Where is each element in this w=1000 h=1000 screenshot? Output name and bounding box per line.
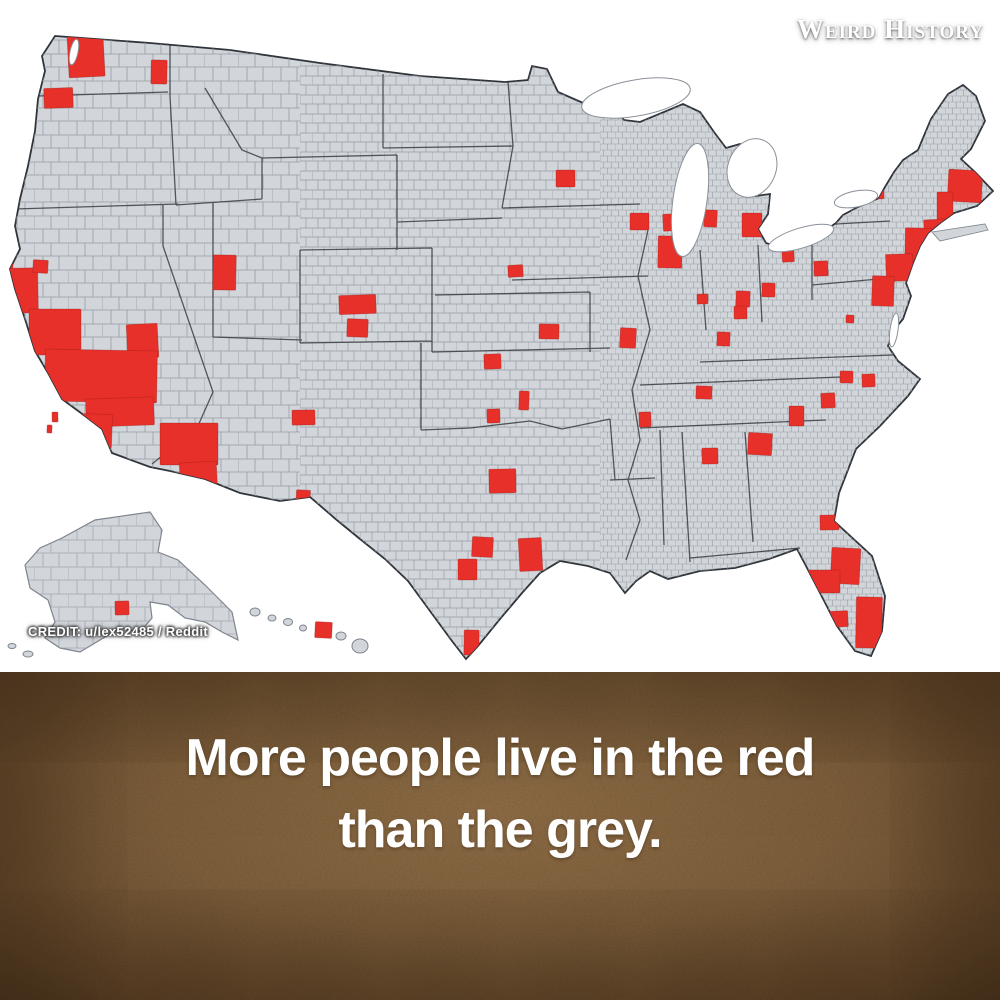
red-county-rio-grande-valley (463, 629, 480, 656)
red-county-tulsa (518, 390, 530, 411)
red-county-central-valley (28, 308, 82, 356)
puget-sound (68, 38, 80, 66)
red-county-sacramento (32, 259, 49, 274)
us-county-map-svg (7, 35, 995, 661)
red-county-pittsburgh (813, 260, 829, 277)
red-county-tucson (178, 460, 219, 495)
red-county-durham (861, 373, 876, 388)
red-county-kansas-city (538, 323, 560, 340)
red-county-birmingham (701, 447, 719, 465)
chesapeake-bay (888, 312, 900, 348)
red-county-anchorage (114, 600, 130, 616)
red-county-channel-islands-south (46, 424, 53, 434)
caption-line-1: More people live in the red (185, 729, 816, 787)
red-county-baltimore-washington (871, 275, 895, 307)
us-county-map: Weird History CREDIT: u/lex52485 / Reddi… (7, 14, 995, 661)
red-county-charlotte (820, 392, 836, 409)
lake-erie (767, 223, 835, 253)
red-county-memphis (638, 411, 652, 428)
hawaii-inset (249, 607, 369, 654)
red-county-spokane (150, 59, 168, 85)
red-county-atlanta (747, 432, 773, 456)
caption-line-2: than the grey. (338, 801, 662, 859)
lake-ontario (833, 189, 879, 209)
panel-texture (0, 672, 1000, 1000)
red-county-wichita (483, 353, 502, 370)
lake-superior (581, 77, 691, 119)
red-county-southeast-florida (855, 596, 883, 649)
red-county-albuquerque (291, 409, 316, 426)
lakes-layer (68, 38, 900, 348)
lake-huron (726, 138, 778, 198)
red-county-nashville (695, 385, 713, 400)
caption-text: More people live in the red than the gre… (0, 722, 1000, 866)
alaska-inset (7, 511, 239, 658)
red-county-dallas-fort-worth (488, 468, 517, 494)
red-county-richmond (845, 314, 855, 324)
red-county-raleigh (839, 370, 854, 384)
red-county-salt-lake-city (212, 254, 237, 291)
red-county-greenville (788, 405, 805, 427)
red-county-omaha (507, 264, 524, 278)
red-county-channel-islands-north (51, 411, 59, 423)
red-county-san-antonio (457, 558, 478, 581)
red-county-oklahoma-city (486, 408, 501, 424)
weird-history-logo: Weird History (796, 14, 984, 44)
red-county-st-louis (619, 327, 637, 349)
red-county-cincinnati (733, 305, 748, 320)
red-county-indianapolis (735, 290, 751, 308)
caption-panel: More people live in the red than the gre… (0, 672, 1000, 1000)
red-county-north-bay (10, 250, 14, 278)
red-county-central-illinois (696, 293, 709, 305)
lake-michigan (670, 143, 710, 257)
red-county-colorado-springs (346, 318, 369, 338)
red-county-detroit (741, 212, 763, 238)
red-county-boston (946, 168, 984, 204)
red-county-el-paso (295, 489, 311, 512)
red-county-honolulu (314, 621, 333, 639)
red-counties-inset-layer (46, 411, 333, 639)
red-county-minneapolis (555, 169, 576, 188)
red-county-portland (43, 87, 74, 109)
red-counties-layer (10, 36, 984, 656)
state-borders (13, 42, 894, 563)
red-county-austin (471, 536, 494, 558)
long-island (931, 223, 989, 242)
red-county-los-angeles (44, 348, 158, 404)
red-county-louisville (716, 331, 731, 347)
red-county-phoenix (159, 422, 219, 466)
map-credit: CREDIT: u/lex52485 / Reddit (28, 624, 209, 639)
red-county-houston (517, 537, 544, 572)
red-county-tampa (804, 569, 841, 594)
red-county-columbus (761, 282, 776, 298)
red-county-madison (629, 212, 650, 231)
red-county-denver (338, 293, 377, 316)
